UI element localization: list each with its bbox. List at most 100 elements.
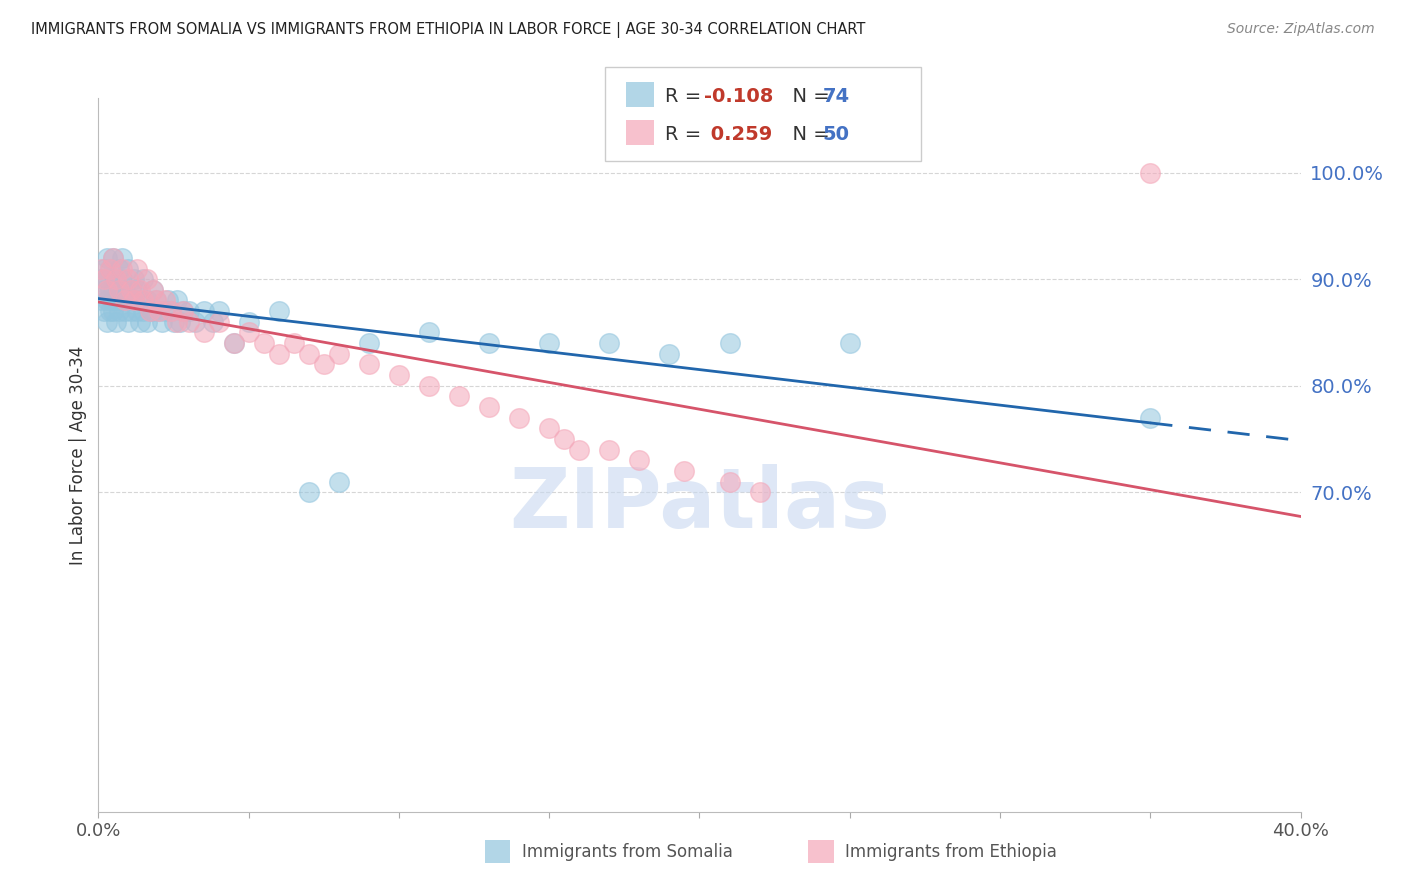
- Point: [156, 293, 179, 308]
- Point: [127, 283, 149, 297]
- Point: [598, 336, 620, 351]
- Point: [141, 304, 163, 318]
- Point: [148, 304, 170, 318]
- Point: [172, 304, 194, 318]
- Point: [298, 347, 321, 361]
- Point: [718, 475, 741, 489]
- Point: [127, 304, 149, 318]
- Point: [111, 272, 134, 286]
- Text: 50: 50: [823, 125, 849, 144]
- Point: [150, 315, 173, 329]
- Point: [718, 336, 741, 351]
- Point: [90, 261, 112, 276]
- Point: [127, 261, 149, 276]
- Point: [598, 442, 620, 457]
- Point: [100, 304, 122, 318]
- Point: [553, 432, 575, 446]
- Point: [478, 336, 501, 351]
- Text: -0.108: -0.108: [704, 87, 773, 106]
- Point: [141, 283, 163, 297]
- Point: [96, 315, 118, 329]
- Point: [162, 315, 184, 329]
- Point: [105, 272, 128, 286]
- Point: [166, 315, 188, 329]
- Point: [166, 293, 188, 308]
- Text: 74: 74: [823, 87, 849, 106]
- Point: [96, 283, 118, 297]
- Point: [90, 293, 112, 308]
- Point: [111, 293, 134, 308]
- Point: [267, 347, 290, 361]
- Point: [658, 347, 681, 361]
- Point: [628, 453, 651, 467]
- Point: [238, 326, 260, 340]
- Point: [100, 261, 122, 276]
- Point: [478, 400, 501, 414]
- Point: [208, 304, 231, 318]
- Point: [117, 293, 139, 308]
- Point: [418, 326, 440, 340]
- Point: [1139, 166, 1161, 180]
- Point: [129, 283, 152, 297]
- Point: [222, 336, 245, 351]
- Point: [418, 378, 440, 392]
- Point: [108, 261, 131, 276]
- Point: [508, 410, 530, 425]
- Point: [105, 293, 128, 308]
- Text: Immigrants from Somalia: Immigrants from Somalia: [522, 843, 733, 861]
- Point: [169, 315, 191, 329]
- Point: [132, 272, 155, 286]
- Point: [267, 304, 290, 318]
- Point: [111, 251, 134, 265]
- Point: [159, 304, 181, 318]
- Point: [121, 283, 143, 297]
- Point: [96, 272, 118, 286]
- Point: [253, 336, 276, 351]
- Point: [447, 389, 470, 403]
- Point: [93, 261, 115, 276]
- Point: [117, 261, 139, 276]
- Point: [124, 272, 146, 286]
- Point: [201, 315, 224, 329]
- Point: [673, 464, 696, 478]
- Text: N =: N =: [780, 87, 837, 106]
- Point: [135, 315, 157, 329]
- Text: R =: R =: [665, 125, 707, 144]
- Point: [159, 304, 181, 318]
- Text: IMMIGRANTS FROM SOMALIA VS IMMIGRANTS FROM ETHIOPIA IN LABOR FORCE | AGE 30-34 C: IMMIGRANTS FROM SOMALIA VS IMMIGRANTS FR…: [31, 22, 865, 38]
- Point: [298, 485, 321, 500]
- Point: [172, 304, 194, 318]
- Point: [103, 304, 125, 318]
- Point: [117, 272, 139, 286]
- Point: [357, 358, 380, 372]
- Point: [103, 283, 125, 297]
- Text: R =: R =: [665, 87, 707, 106]
- Point: [141, 283, 163, 297]
- Point: [328, 347, 350, 361]
- Point: [148, 304, 170, 318]
- Point: [103, 251, 125, 265]
- Point: [105, 272, 128, 286]
- Point: [90, 272, 112, 286]
- Point: [93, 283, 115, 297]
- Point: [138, 304, 160, 318]
- Point: [153, 304, 176, 318]
- Point: [1139, 410, 1161, 425]
- Point: [100, 283, 122, 297]
- Point: [96, 251, 118, 265]
- Point: [124, 293, 146, 308]
- Point: [357, 336, 380, 351]
- Point: [138, 304, 160, 318]
- Point: [114, 283, 136, 297]
- Point: [114, 293, 136, 308]
- Text: Source: ZipAtlas.com: Source: ZipAtlas.com: [1227, 22, 1375, 37]
- Point: [132, 293, 155, 308]
- Point: [135, 272, 157, 286]
- Point: [145, 293, 167, 308]
- Point: [183, 315, 205, 329]
- Point: [145, 293, 167, 308]
- Point: [121, 283, 143, 297]
- Point: [177, 315, 200, 329]
- Text: N =: N =: [780, 125, 837, 144]
- Point: [328, 475, 350, 489]
